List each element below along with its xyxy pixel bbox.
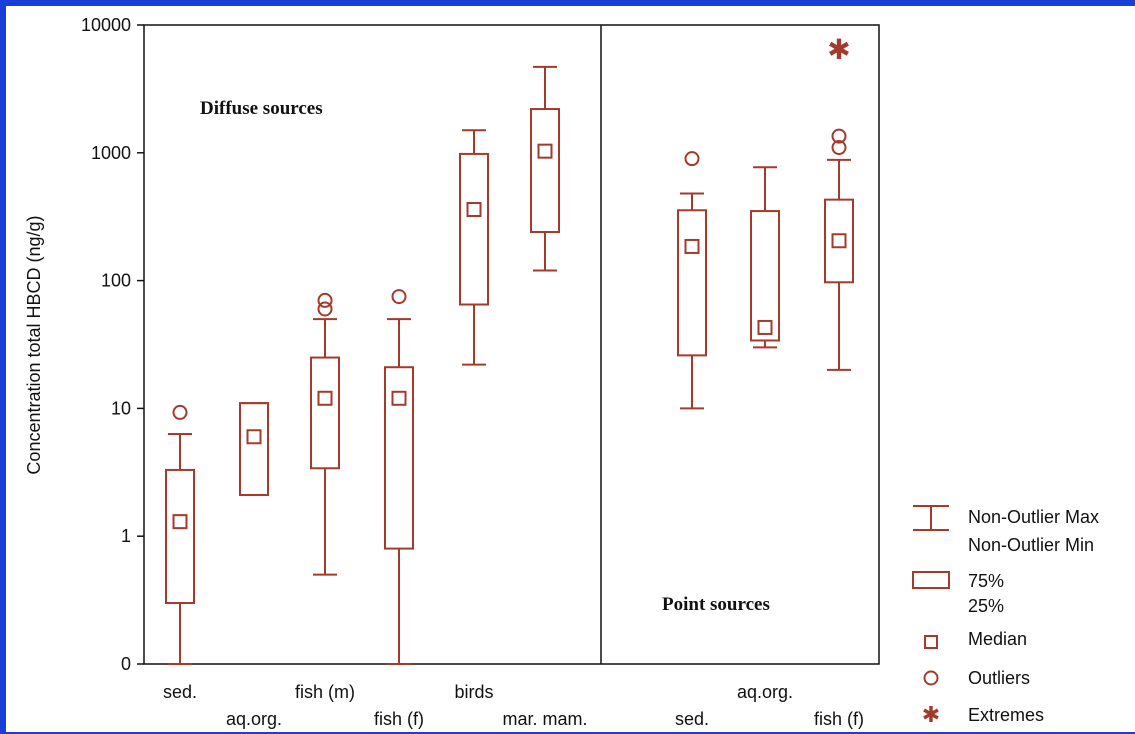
legend-label: Non-Outlier Max bbox=[968, 507, 1099, 527]
x-category-label: mar. mam. bbox=[502, 709, 587, 729]
median-marker bbox=[537, 143, 553, 159]
y-tick-label: 1000 bbox=[91, 143, 131, 163]
legend-extreme-symbol: ✱ bbox=[922, 703, 940, 728]
box-0-0 bbox=[165, 404, 195, 665]
y-axis-label: Concentration total HBCD (ng/g) bbox=[24, 215, 44, 474]
legend-median-symbol bbox=[924, 635, 938, 649]
x-category-label: sed. bbox=[675, 709, 709, 729]
outlier-marker bbox=[317, 301, 333, 317]
median-marker bbox=[684, 238, 700, 254]
outlier-marker bbox=[172, 404, 188, 420]
median-marker bbox=[172, 514, 188, 530]
x-category-label: birds bbox=[454, 682, 493, 702]
y-axis: 0 1 10 100 1000 10000 bbox=[81, 15, 144, 674]
legend-label: Median bbox=[968, 629, 1027, 649]
legend-label: Outliers bbox=[968, 668, 1030, 688]
y-tick-label: 10000 bbox=[81, 15, 131, 35]
iqr-box bbox=[750, 210, 780, 342]
x-axis-categories: sed. aq.org. fish (m) fish (f) birds mar. mam… bbox=[163, 682, 864, 729]
legend-label: Extremes bbox=[968, 705, 1044, 725]
median-marker bbox=[757, 319, 773, 335]
legend-outlier-symbol bbox=[923, 670, 939, 686]
y-tick-label: 1 bbox=[121, 526, 131, 546]
box-marks: ✱ bbox=[165, 33, 854, 665]
x-category-label: fish (f) bbox=[814, 709, 864, 729]
outlier-marker bbox=[684, 151, 700, 167]
iqr-box bbox=[677, 209, 707, 357]
iqr-box bbox=[459, 152, 489, 306]
outlier-marker bbox=[831, 140, 847, 156]
region-label-diffuse: Diffuse sources bbox=[200, 98, 323, 119]
median-marker bbox=[391, 390, 407, 406]
legend-label: 25% bbox=[968, 596, 1004, 616]
plot-area bbox=[143, 24, 880, 665]
y-tick-label: 100 bbox=[101, 271, 131, 291]
box-0-4 bbox=[459, 129, 489, 366]
iqr-box bbox=[824, 198, 854, 284]
legend: ✱ Non-Outlier Max Non-Outlier Min 75% 25% Med… bbox=[912, 505, 1099, 728]
legend-whisker-symbol bbox=[913, 505, 949, 531]
box-0-5 bbox=[530, 65, 560, 272]
y-tick-label: 10 bbox=[111, 398, 131, 418]
box-0-1 bbox=[239, 402, 269, 497]
iqr-box bbox=[384, 366, 414, 550]
extreme-marker: ✱ bbox=[827, 33, 850, 66]
x-category-label: aq.org. bbox=[737, 682, 793, 702]
legend-label: 75% bbox=[968, 571, 1004, 591]
x-category-label: fish (m) bbox=[295, 682, 355, 702]
region-label-point: Point sources bbox=[662, 594, 770, 615]
x-category-label: fish (f) bbox=[374, 709, 424, 729]
box-1-1 bbox=[750, 166, 780, 349]
iqr-box bbox=[310, 356, 340, 470]
box-0-3 bbox=[384, 289, 414, 665]
outlier-marker bbox=[831, 128, 847, 144]
outlier-marker bbox=[317, 292, 333, 308]
outlier-marker bbox=[391, 289, 407, 305]
x-category-label: aq.org. bbox=[226, 709, 282, 729]
median-marker bbox=[466, 202, 482, 218]
iqr-box bbox=[165, 468, 195, 605]
y-tick-label: 0 bbox=[121, 654, 131, 674]
median-marker bbox=[831, 233, 847, 249]
median-marker bbox=[246, 429, 262, 445]
iqr-box bbox=[530, 108, 560, 234]
median-marker bbox=[317, 390, 333, 406]
x-category-label: sed. bbox=[163, 682, 197, 702]
box-1-2: ✱ bbox=[824, 33, 854, 371]
legend-box-symbol bbox=[912, 571, 950, 589]
box-1-0 bbox=[677, 151, 707, 410]
iqr-box bbox=[239, 402, 269, 497]
legend-label: Non-Outlier Min bbox=[968, 535, 1094, 555]
box-0-2 bbox=[310, 292, 340, 576]
